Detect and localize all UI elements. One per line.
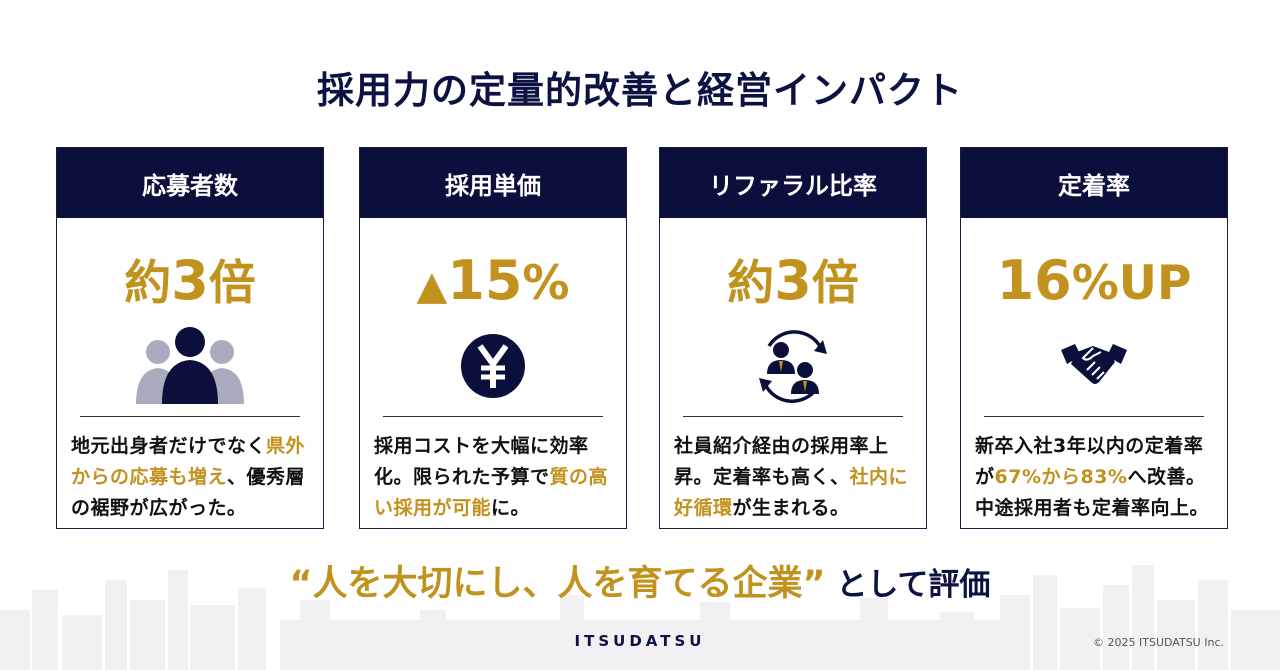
card-description: 新卒入社3年以内の定着率が67%から83%へ改善。中途採用者も定着率向上。 — [975, 435, 1210, 519]
card-header: 定着率 — [961, 148, 1227, 218]
tagline-suffix: として評価 — [825, 567, 991, 603]
card-header: 採用単価 — [360, 148, 626, 218]
divider — [80, 416, 300, 417]
card-description: 採用コストを大幅に効率化。限られた予算で質の高い採用が可能に。 — [374, 435, 609, 519]
yen-coin-icon — [360, 316, 626, 416]
metric-card-retention-rate: 定着率 16%UP 新卒入社3年以内の定着率が67%から83%へ改善。中途採用者… — [960, 147, 1228, 529]
metric-value: 約3倍 — [727, 249, 859, 312]
card-description: 地元出身者だけでなく県外からの応募も増え、優秀層の裾野が広がった。 — [71, 435, 306, 519]
referral-cycle-icon — [660, 316, 926, 416]
page-title: 採用力の定量的改善と経営インパクト — [317, 69, 963, 112]
metric-value: 約3倍 — [124, 249, 256, 312]
city-skyline-background — [0, 565, 1280, 670]
card-header: 応募者数 — [57, 148, 323, 218]
company-logo: ITSUDATSU — [574, 632, 706, 650]
people-group-icon — [57, 316, 323, 416]
metric-card-cost-per-hire: 採用単価 ▲15% 採用コストを大幅に効率化。限られた予算で質の高い採用が可能に… — [359, 147, 627, 529]
metric-card-referral-ratio: リファラル比率 約3倍 社員紹介経由の採用率上昇。定着率も高く、社内に好循環が生… — [659, 147, 927, 529]
metric-value: 16%UP — [996, 249, 1192, 312]
copyright-text: © 2025 ITSUDATSU Inc. — [1093, 636, 1224, 649]
divider — [683, 416, 903, 417]
divider — [383, 416, 603, 417]
metric-card-applicants: 応募者数 約3倍 地元出身者だけでなく県外からの応募も増え、優秀層の裾野が広がっ… — [56, 147, 324, 529]
card-description: 社員紹介経由の採用率上昇。定着率も高く、社内に好循環が生まれる。 — [674, 435, 909, 519]
handshake-icon — [961, 316, 1227, 416]
tagline-quote: “人を大切にし、人を育てる企業” — [289, 564, 826, 604]
metric-value: ▲15% — [416, 249, 570, 312]
divider — [984, 416, 1204, 417]
tagline: “人を大切にし、人を育てる企業” として評価 — [0, 555, 1280, 606]
card-header: リファラル比率 — [660, 148, 926, 218]
